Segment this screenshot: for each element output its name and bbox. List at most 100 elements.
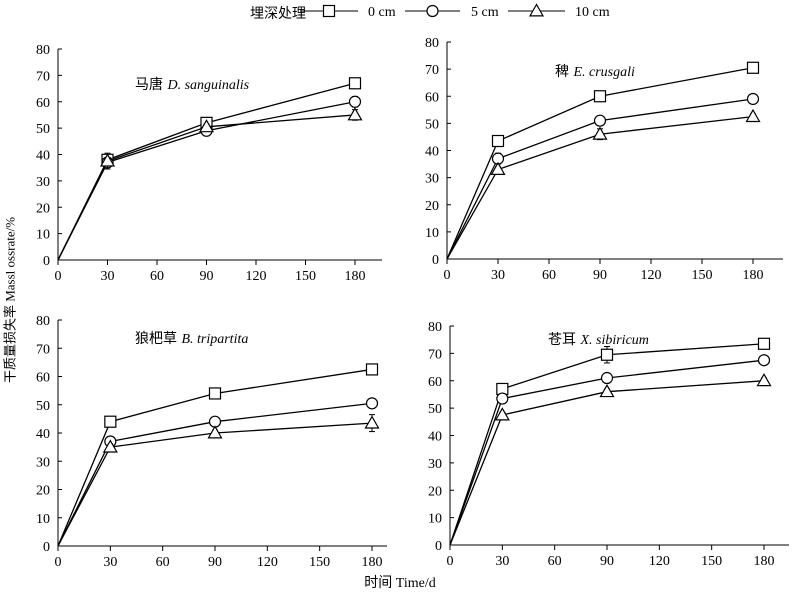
y-tick-label: 30 [425,172,439,187]
series-line [449,380,765,546]
data-point [104,415,117,428]
y-tick-label: 10 [425,226,439,241]
x-tick-label: 180 [362,555,383,570]
y-tick-label: 50 [425,117,439,132]
data-point [365,363,379,376]
x-tick-label: 120 [246,269,267,284]
data-point [348,77,362,90]
x-axis-label: 时间 Time/d [364,576,436,591]
x-tick-label: 120 [641,268,662,283]
y-tick-label: 20 [36,484,50,499]
legend-marker-triangle [528,3,545,17]
series-line [57,422,373,547]
x-tick-label: 30 [495,554,509,569]
x-tick-label: 60 [542,268,556,283]
panel-title-cn: 狼杷草 [135,331,181,347]
x-tick-label: 180 [754,554,775,569]
panel-title-latin: B. tripartita [181,332,248,347]
data-point [593,90,607,103]
legend: 埋深处理 [0,2,800,24]
x-tick-label: 90 [208,555,222,570]
panel-title: 稗 E. crusgali [555,64,635,80]
y-tick-label: 70 [428,347,442,362]
y-tick-label: 40 [36,427,50,442]
x-tick-label: 150 [701,554,722,569]
y-tick-label: 60 [428,375,442,390]
series-triangle [57,414,380,547]
series-line [449,359,765,546]
chart-panel-1: 0 10 20 30 40 50 60 70 80 0 30 60 90 120 150 180 马唐 D. s… [36,43,382,284]
x-tick-label: 90 [593,268,607,283]
x-tick-label: 150 [692,268,713,283]
data-point [600,371,614,385]
y-tick-label: 40 [428,430,442,445]
data-point [208,387,222,400]
y-tick-label: 60 [36,96,50,111]
x-tick-label: 90 [200,269,214,284]
y-tick-label: 60 [36,371,50,386]
data-point [496,392,509,405]
y-tick-label: 50 [428,402,442,417]
y-tick-label: 0 [435,539,442,554]
data-point [365,397,379,410]
series-line [446,115,754,260]
legend-label: 10 cm [575,5,610,20]
series-circle [446,92,760,260]
x-tick-label: 0 [444,268,451,283]
y-tick-label: 0 [432,253,439,268]
panel-title-latin: X. sibiricum [579,333,648,348]
y-tick-label: 40 [425,145,439,160]
y-tick-label: 80 [428,320,442,335]
series-square [446,61,760,260]
panel-title-latin: E. crusgali [572,65,635,80]
legend-marker-circle [426,4,439,18]
x-tick-label: 150 [309,555,330,570]
panel-title: 狼杷草 B. tripartita [135,331,248,347]
series-line [57,368,373,547]
y-tick-label: 60 [425,90,439,105]
x-tick-label: 150 [295,269,316,284]
x-tick-label: 0 [55,555,62,570]
y-tick-label: 20 [425,199,439,214]
legend-entry: 5 cm [405,4,499,20]
series-line [446,67,754,260]
legend-items: 0 cm 5 cm 10 cm [300,3,610,20]
y-tick-label: 80 [36,314,50,329]
series-line [57,402,373,547]
data-point [746,61,760,74]
x-tick-label: 0 [447,554,454,569]
y-tick-label: 80 [425,36,439,51]
x-tick-label: 180 [345,269,366,284]
series-triangle [446,108,761,260]
x-tick-label: 0 [55,269,62,284]
series-square [57,363,379,547]
panel-title-latin: D. sanguinalis [166,78,249,93]
data-point [746,92,760,106]
series-line [449,343,765,546]
y-tick-label: 20 [428,484,442,499]
y-tick-label: 40 [36,149,50,164]
x-tick-label: 30 [103,555,117,570]
y-tick-label: 70 [36,342,50,357]
chart-panel-4: 0 10 20 30 40 50 60 70 80 0 30 60 90 120 150 180 苍耳 X. s… [428,320,789,569]
y-tick-label: 30 [428,457,442,472]
data-point [592,126,608,140]
y-tick-label: 30 [36,455,50,470]
series-line [57,114,356,261]
data-point [490,161,506,175]
data-point [207,425,223,439]
panel-title: 马唐 D. sanguinalis [135,76,250,93]
data-point [102,439,118,453]
legend-label: 5 cm [471,5,499,20]
y-tick-label: 50 [36,399,50,414]
series-square [449,337,771,546]
series-line [446,98,754,260]
panel-title-cn: 马唐 [135,76,167,93]
y-tick-label: 0 [43,540,50,555]
x-tick-label: 60 [548,554,562,569]
x-tick-label: 30 [101,269,115,284]
y-tick-label: 10 [428,512,442,527]
data-point [599,383,615,398]
data-point [348,95,362,108]
chart-panel-2: 0 10 20 30 40 50 60 70 80 0 30 60 90 120 150 180 稗 E. cr… [425,36,783,283]
